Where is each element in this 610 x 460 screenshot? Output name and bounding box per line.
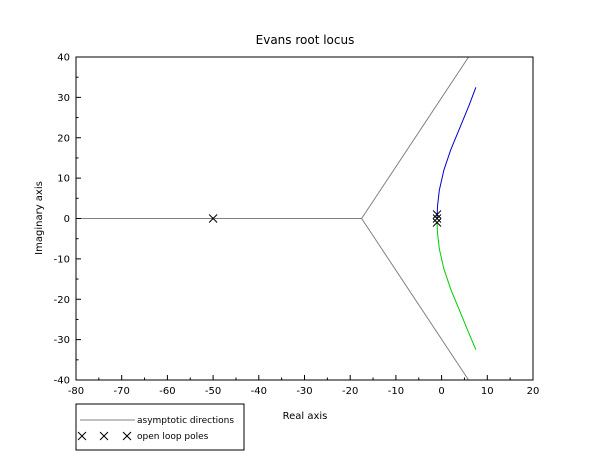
x-axis-ticks: -80 -70 -60 -50 -40 -30 -20 -10 0 10 20 [68, 375, 540, 397]
x-tick-label: 10 [481, 386, 494, 397]
x-tick-label: -40 [251, 386, 267, 397]
x-tick-label: -80 [68, 386, 84, 397]
legend-pole-mark-0 [77, 431, 87, 441]
chart-title: Evans root locus [256, 33, 355, 47]
y-tick-label: 10 [57, 174, 70, 185]
x-tick-label: -70 [114, 386, 130, 397]
x-tick-label: -20 [342, 386, 358, 397]
y-axis-label: Imaginary axis [34, 181, 45, 255]
legend-pole-mark-1 [99, 431, 109, 441]
legend-pole-mark-2 [122, 431, 132, 441]
x-axis-label: Real axis [283, 411, 328, 422]
x-tick-label: 0 [438, 386, 444, 397]
y-tick-label: -20 [54, 295, 70, 306]
legend: asymptotic directions open loop poles [75, 403, 245, 451]
y-tick-label: 0 [64, 214, 70, 225]
open-loop-pole-1 [432, 210, 442, 219]
series-layer [76, 56, 477, 381]
x-tick-label: -60 [159, 386, 175, 397]
asymptote-line-5 [361, 218, 469, 381]
y-tick-label: -30 [54, 335, 70, 346]
y-tick-label: -10 [54, 254, 70, 265]
open-loop-pole-2 [432, 214, 442, 223]
y-tick-label: -40 [54, 376, 70, 387]
x-tick-label: 20 [527, 386, 540, 397]
y-tick-label: 30 [57, 93, 70, 104]
locus-branch-2 [436, 222, 477, 350]
locus-branch-1 [436, 87, 477, 219]
open-loop-pole-3 [432, 218, 442, 227]
x-tick-label: -10 [388, 386, 404, 397]
x-tick-label: -30 [296, 386, 312, 397]
legend-asymptote-label: asymptotic directions [137, 416, 234, 426]
open-loop-pole-0 [208, 214, 218, 223]
y-tick-label: 40 [57, 53, 70, 64]
poles-layer [208, 210, 442, 227]
x-tick-label: -50 [205, 386, 221, 397]
asymptote-line-4 [361, 56, 469, 219]
y-tick-label: 20 [57, 133, 70, 144]
y-axis-ticks: -40 -30 -20 -10 0 10 20 30 40 [54, 53, 81, 387]
legend-poles-label: open loop poles [137, 432, 209, 442]
legend-box [75, 403, 245, 451]
legend-pole-swatch [77, 431, 132, 441]
